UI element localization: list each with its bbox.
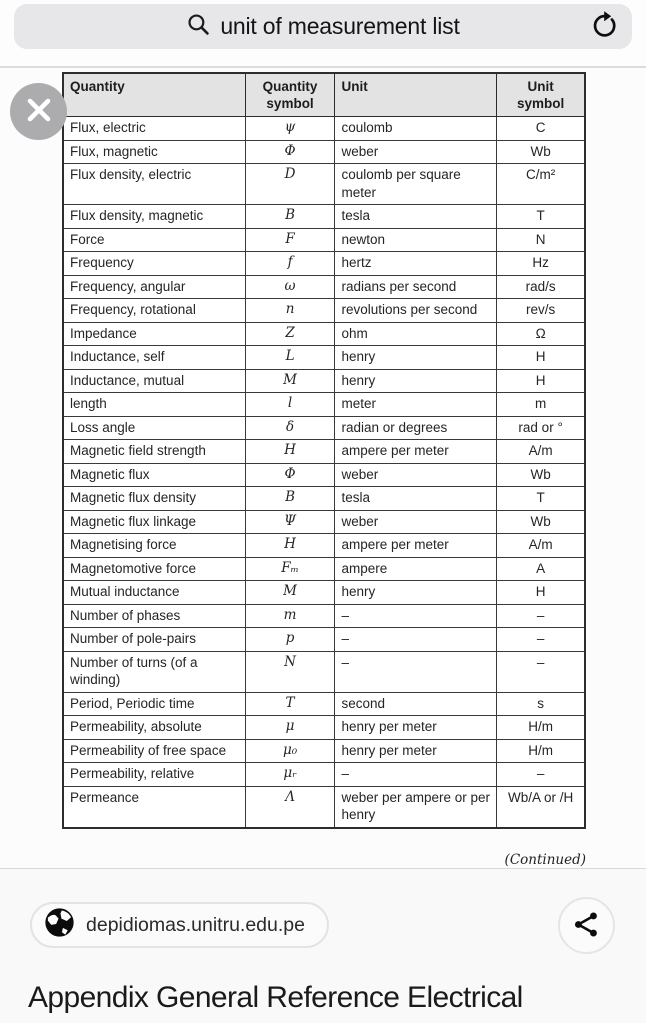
table-row: Flux, magnetic Φ weber Wb (62, 139, 586, 164)
table-row: Magnetic flux Φ weber Wb (62, 462, 586, 487)
search-content: unit of measurement list (186, 12, 460, 42)
result-footer: depidiomas.unitru.edu.pe Appendix Genera… (0, 869, 646, 1023)
table-row: Mutual inductance M henry H (62, 580, 586, 605)
table-header-row: Quantity Quantity symbol Unit Unit symbo… (62, 72, 586, 117)
table-row: Impedance Z ohm Ω (62, 321, 586, 346)
continued-note: (Continued) (504, 852, 586, 868)
table-row: Permeability of free space μ₀ henry per … (62, 738, 586, 763)
header-unit: Unit (334, 72, 498, 117)
source-domain: depidiomas.unitru.edu.pe (86, 913, 305, 936)
table-row: Magnetic flux density B tesla T (62, 486, 586, 511)
search-icon (186, 12, 211, 42)
image-viewer: Quantity Quantity symbol Unit Unit symbo… (0, 68, 646, 868)
table-row: Permeability, absolute μ henry per meter… (62, 715, 586, 740)
table-row: Magnetomotive force Fₘ ampere A (62, 556, 586, 581)
table-row: Frequency f hertz Hz (62, 251, 586, 276)
table-row: Flux, electric ψ coulomb C (62, 116, 586, 141)
share-icon (573, 911, 600, 941)
close-button[interactable] (10, 83, 67, 140)
table-row: Inductance, self L henry H (62, 345, 586, 370)
table-row: length l meter m (62, 392, 586, 417)
table-row: Period, Periodic time T second s (62, 691, 586, 716)
search-query-text: unit of measurement list (220, 13, 460, 39)
table-row: Magnetic flux linkage Ψ weber Wb (62, 509, 586, 534)
close-icon (26, 97, 52, 126)
table-row: Number of turns (of a winding) N – – (62, 650, 586, 693)
search-bar[interactable]: unit of measurement list (14, 4, 632, 49)
result-title[interactable]: Appendix General Reference Electrical (28, 981, 523, 1014)
table-row: Inductance, mutual M henry H (62, 368, 586, 393)
table-row: Force F newton N (62, 227, 586, 252)
header-unit-symbol: Unit symbol (496, 72, 586, 117)
header-divider (0, 66, 646, 68)
table-row: Loss angle δ radian or degrees rad or ° (62, 415, 586, 440)
reload-icon (590, 10, 618, 43)
header-quantity: Quantity (62, 72, 246, 117)
table-row: Permeability, relative μᵣ – – (62, 762, 586, 787)
table-row: Permeance Λ weber per ampere or per henr… (62, 785, 586, 828)
table-row: Frequency, rotational n revolutions per … (62, 298, 586, 323)
table-body: Flux, electric ψ coulomb C Flux, magneti… (62, 116, 586, 828)
result-image[interactable]: Quantity Quantity symbol Unit Unit symbo… (62, 72, 586, 872)
globe-icon (44, 907, 75, 943)
reload-button[interactable] (589, 11, 619, 43)
units-reference-table: Quantity Quantity symbol Unit Unit symbo… (62, 72, 586, 829)
share-button[interactable] (558, 897, 615, 954)
table-row: Frequency, angular ω radians per second … (62, 274, 586, 299)
header-quantity-symbol: Quantity symbol (244, 72, 336, 117)
table-row: Flux density, electric D coulomb per squ… (62, 163, 586, 205)
table-row: Number of pole-pairs p – – (62, 627, 586, 652)
table-row: Magnetic field strength H ampere per met… (62, 439, 586, 464)
table-row: Number of phases m – – (62, 603, 586, 628)
viewer-divider (0, 868, 646, 870)
source-link[interactable]: depidiomas.unitru.edu.pe (30, 902, 329, 948)
table-row: Magnetising force H ampere per meter A/m (62, 533, 586, 558)
table-row: Flux density, magnetic B tesla T (62, 204, 586, 229)
